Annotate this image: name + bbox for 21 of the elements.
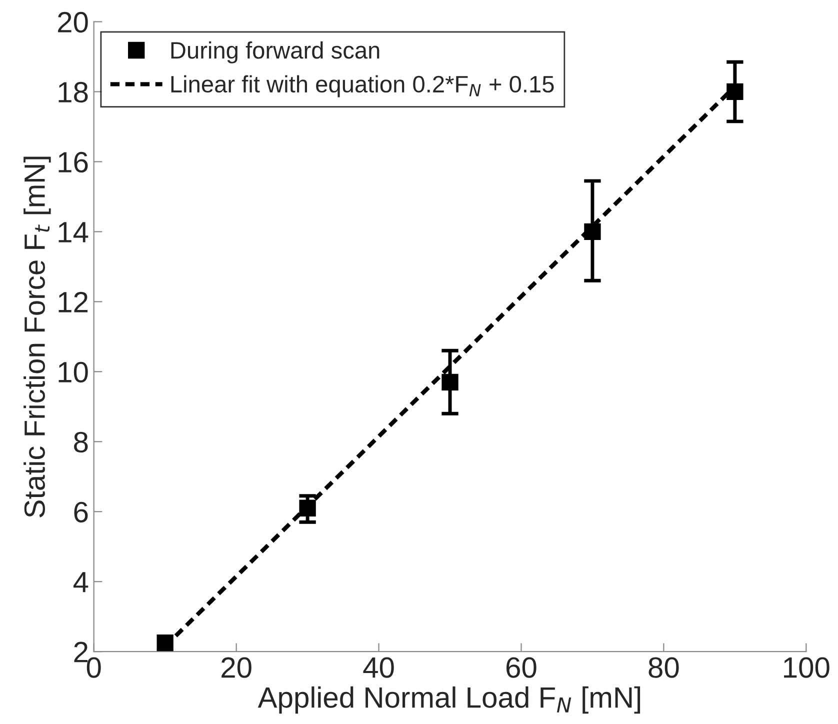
y-tick-label: 2 <box>74 642 88 662</box>
y-tick-label: 20 <box>58 12 88 33</box>
x-tick-label: 100 <box>784 657 830 678</box>
y-tick-label: 12 <box>58 292 88 312</box>
y-tick-label: 4 <box>73 572 88 592</box>
y-axis-title: Static Friction Force F$_{t}$ [mN] <box>24 156 51 518</box>
y-tick-label: 10 <box>58 362 88 383</box>
x-tick-label: 40 <box>363 657 394 678</box>
y-tick-label: 18 <box>58 82 88 103</box>
x-tick-label: 0 <box>86 657 101 678</box>
x-tick-label: 20 <box>222 657 252 678</box>
y-tick-label: 8 <box>74 432 88 452</box>
x-tick-label: 80 <box>648 657 679 678</box>
y-tick-label: 16 <box>58 152 88 173</box>
y-tick-label: 14 <box>58 222 88 242</box>
x-tick-label: 60 <box>506 657 536 678</box>
y-tick-label: 6 <box>74 502 88 522</box>
x-axis-title: Applied Normal Load F$_{N}$ [mN] <box>258 686 640 714</box>
legend-label: During forward scan <box>171 41 380 64</box>
point <box>156 634 174 652</box>
legend-label: Linear fit with equation 0.2*F$_{N}$ + 0.15 <box>171 75 554 98</box>
